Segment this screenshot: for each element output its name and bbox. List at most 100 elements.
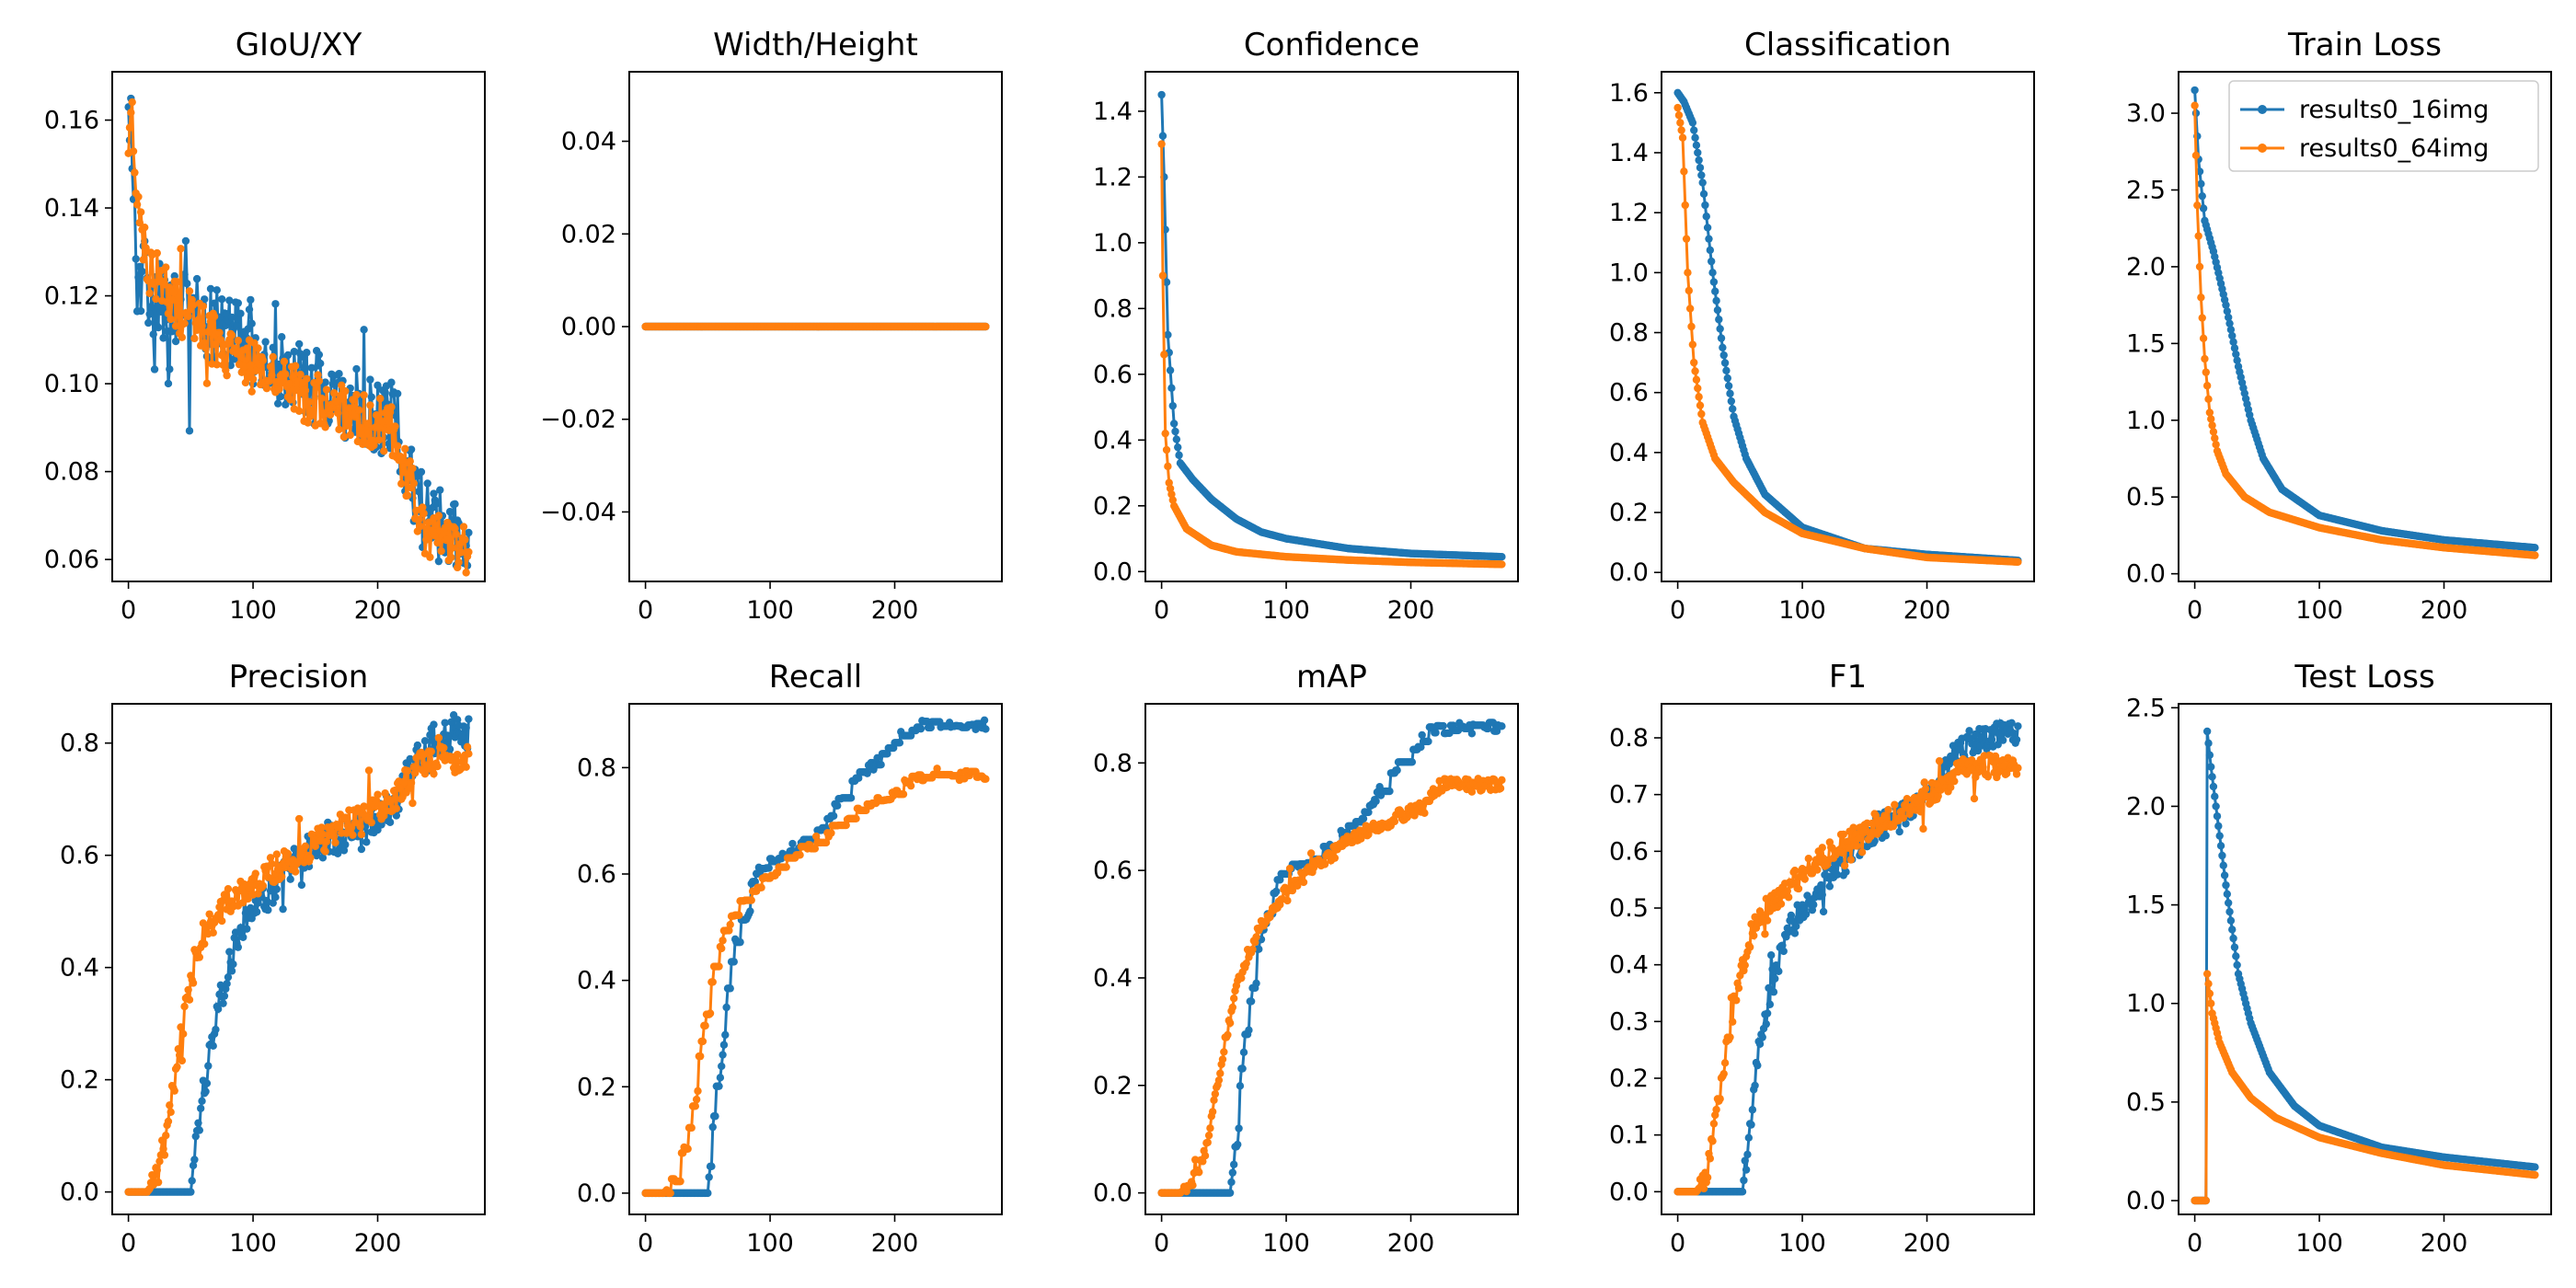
data-point [2197,179,2205,189]
data-point [308,407,317,416]
y-tick-label: 1.0 [1609,259,1649,287]
data-point [144,318,153,328]
data-point [1719,343,1727,352]
data-point [322,837,331,845]
data-point [2191,86,2199,95]
series-results0_64img [124,733,473,1196]
data-point [1162,445,1171,454]
data-point [254,344,262,352]
data-point [2204,395,2213,404]
data-point [329,832,339,841]
data-point [387,378,396,386]
data-point [722,1003,730,1012]
data-point [146,303,155,311]
data-point [374,435,384,444]
data-point [335,425,343,434]
data-point [423,479,431,488]
data-point [173,278,181,286]
data-point [194,1119,202,1127]
x-tick-label: 100 [746,596,794,625]
data-point [297,880,306,890]
data-point [1697,171,1706,179]
data-point [1235,1124,1243,1133]
data-point [399,468,408,477]
data-point [1424,737,1432,746]
data-point [982,322,990,331]
data-point [409,479,418,488]
data-point [1698,178,1707,187]
data-point [1393,766,1401,775]
data-point [167,295,177,305]
data-point [719,1041,729,1049]
data-point [436,486,444,494]
x-tick-label: 100 [746,1229,794,1258]
x-tick-label: 100 [229,596,277,625]
data-point [243,925,251,933]
data-point [434,733,443,742]
data-point [356,822,364,831]
data-point [1732,996,1741,1005]
y-tick-label: 0.08 [44,458,99,487]
data-point [1817,880,1825,890]
data-point [1691,133,1699,142]
data-point [311,842,319,851]
data-point [282,370,290,378]
data-point [708,978,717,986]
data-point [2195,262,2204,271]
data-point [2197,293,2205,302]
data-point [202,1079,212,1087]
data-point [1364,808,1373,817]
data-point [2191,151,2201,160]
data-point [1248,945,1257,954]
data-point [169,288,178,296]
data-point [827,829,835,837]
data-point [692,1095,701,1104]
data-point [135,218,144,227]
data-point [212,340,220,349]
data-point [416,522,424,531]
data-point [1747,1121,1755,1129]
panel-title: Recall [769,659,862,696]
data-point [1720,359,1730,367]
x-tick-label: 0 [638,596,653,625]
data-point [280,357,289,366]
data-point [2199,204,2208,213]
data-point [1705,235,1713,243]
data-point [454,750,462,759]
data-point [1694,384,1702,393]
data-point [154,323,163,332]
plot-area [2191,86,2539,559]
series-results0_64img [1157,140,1506,569]
x-tick-label: 200 [354,1229,402,1258]
x-tick-label: 100 [2295,596,2343,625]
y-tick-label: 1.2 [1093,163,1133,191]
data-point [701,1021,709,1030]
data-point [210,312,219,321]
y-tick-label: 0.1 [1609,1121,1649,1150]
data-point [156,307,166,316]
data-point [2014,558,2022,567]
data-point [209,928,217,937]
data-point [1788,916,1797,925]
data-point [407,778,416,788]
data-point [1685,305,1695,313]
data-point [1498,552,1506,561]
data-point [304,419,312,427]
data-point [715,1082,723,1090]
data-point [307,363,316,373]
data-point [233,322,241,330]
data-point [2531,544,2539,552]
legend-marker [2258,105,2267,114]
panel-title: Precision [229,659,369,696]
data-point [127,109,135,117]
data-point [1299,878,1308,887]
y-tick-label: 0.10 [44,370,99,398]
data-point [691,1102,699,1110]
data-point [426,553,434,561]
data-point [1204,1131,1213,1140]
data-point [1228,1003,1237,1012]
data-point [982,725,990,733]
data-point [1189,1181,1197,1190]
data-point [852,814,860,823]
